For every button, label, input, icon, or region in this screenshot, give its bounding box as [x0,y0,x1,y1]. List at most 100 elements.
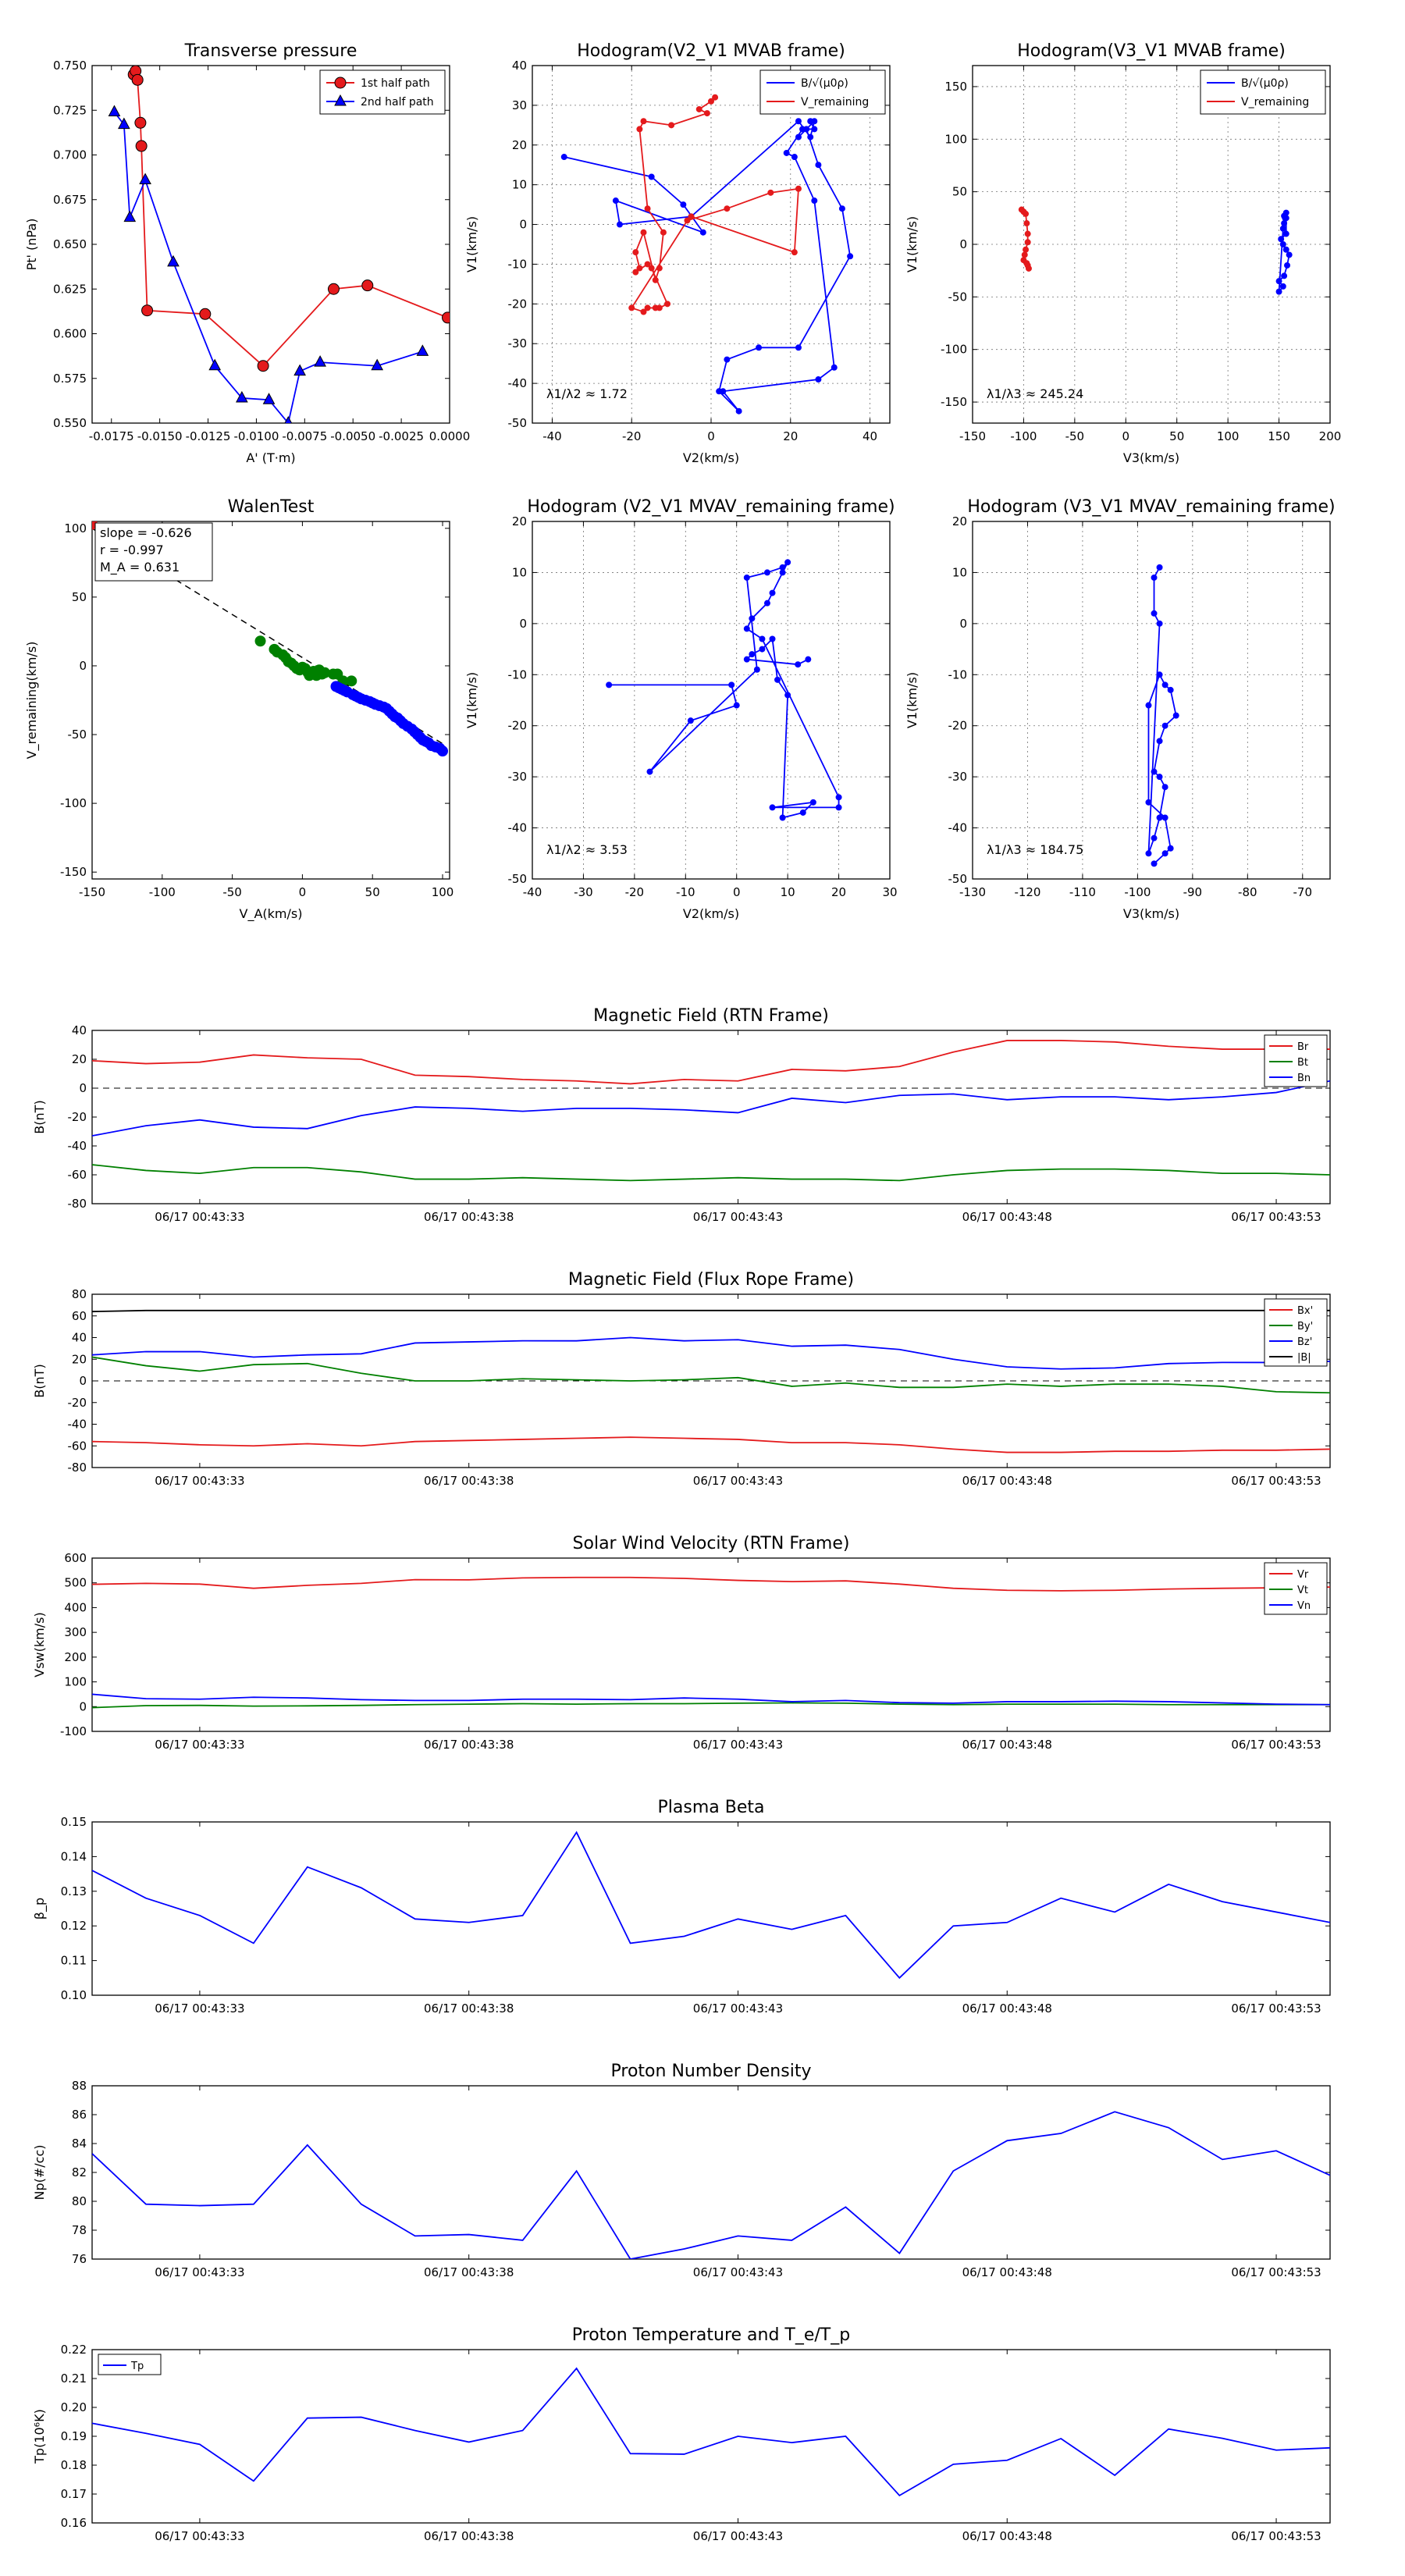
h2-s1-point-6 [1023,246,1030,253]
vel-series-Vt-line [92,1702,1330,1709]
tp-legend-s0-point-0 [334,76,347,89]
h2-xlabel: V3(km/s) [1123,450,1179,465]
h1-s1-point-25 [767,189,774,196]
h1-s1-point-2 [695,105,702,112]
tp-legend-s1-point-0 [334,94,347,106]
tpt-x-tick-label: 06/17 00:43:53 [1231,2529,1321,2543]
vel-y-tick-label: 300 [64,1625,87,1639]
h3-s0-point-23 [774,676,781,683]
walen-x-tick-label: 0 [299,885,307,899]
h3-ylabel: V1(km/s) [464,672,479,728]
rtn-panel: 06/17 00:43:33 06/17 00:43:38 06/17 00:43:… [32,1006,1331,1224]
h4-y-tick-label: -20 [948,719,968,733]
rtn-x-tick-label: 06/17 00:43:38 [424,1210,514,1224]
h3-s0-point-25 [759,646,766,653]
h3-s0-point-21 [779,814,786,821]
tp-ylabel: Pt' (nPa) [24,219,39,271]
tp-s1-point-4 [167,254,180,267]
h1-s1-point-17 [664,301,671,308]
flux-legend-label-3: |B| [1297,1352,1311,1364]
h4-s0-point-5 [1145,702,1152,709]
tp-y-tick-label: 0.600 [53,327,87,341]
beta-panel: 06/17 00:43:33 06/17 00:43:38 06/17 00:43:… [32,1798,1331,2016]
vel-x-tick-label: 06/17 00:43:33 [155,1738,244,1752]
h3-s0-point-24 [769,635,776,642]
h1-legend-label-1: V_remaining [801,96,869,109]
tpt-y-tick-label: 0.22 [61,2343,87,2357]
h2-s0-point-12 [1278,236,1285,243]
h3-s0-point-2 [733,702,740,709]
beta-x-tick-label: 06/17 00:43:48 [962,2001,1052,2016]
rtn-series-Bn-line [92,1080,1330,1137]
flux-y-tick-label: -80 [68,1461,87,1475]
walen-y-tick-label: 50 [72,590,87,604]
h1-y-tick-label: 30 [512,98,527,112]
flux-legend-label-2: Bz' [1297,1336,1312,1348]
tp-s1-point-5 [208,358,222,371]
tp-y-tick-label: 0.625 [53,282,87,296]
rtn-legend-label-1: Bt [1297,1057,1308,1069]
tpt-legend-label-0: Tp [130,2361,144,2372]
h1-s0-point-16 [756,344,763,351]
h2-s1-point-3 [1023,220,1030,227]
walen-xlabel: V_A(km/s) [240,906,303,922]
vel-y-tick-label: 600 [64,1551,87,1565]
h4-s0-point-2 [1167,845,1174,852]
h4-y-tick-label: -40 [948,821,968,835]
walen-y-tick-label: -50 [68,728,87,742]
h2-x-tick-label: -50 [1065,429,1085,443]
vel-x-tick-label: 06/17 00:43:53 [1231,1738,1321,1752]
tp-y-tick-label: 0.725 [53,103,87,117]
h3-s0-point-19 [809,799,816,806]
flux-y-tick-label: 60 [72,1309,87,1323]
h2-legend-box [1200,69,1326,115]
np-title: Proton Number Density [611,2062,812,2081]
h2-s1-point-11 [1025,265,1032,272]
vel-y-tick-label: 0 [79,1699,87,1713]
h4-y-tick-label: 0 [959,617,967,631]
h4-x-tick-label: -130 [959,885,986,899]
vel-y-tick-label: 400 [64,1600,87,1614]
h1-s0-point-19 [735,407,742,415]
h2-s0-point-3 [1279,225,1286,232]
h3-s0-point-5 [753,666,760,673]
h2-legend-label-0: B/√(μ0ρ) [1241,77,1289,90]
vel-y-tick-label: -100 [60,1724,87,1738]
h1-s0-point-24 [791,154,798,161]
h1-x-tick-label: 40 [863,429,877,443]
tp-s1-point-0 [108,105,121,117]
np-x-tick-label: 06/17 00:43:38 [424,2265,514,2279]
h1-s1-point-22 [628,304,635,311]
h4-annotation: λ1/λ3 ≈ 184.75 [987,842,1083,857]
flux-y-tick-label: 20 [72,1352,87,1366]
h1-x-tick-label: 0 [707,429,715,443]
h4-s0-point-4 [1145,799,1152,806]
h3-x-tick-label: -40 [523,885,542,899]
h1-s0-point-28 [807,118,814,125]
rtn-y-tick-label: -20 [68,1110,87,1124]
h1-s0-point-14 [847,253,854,260]
h4-s0-point-16 [1151,834,1158,841]
h4-s0-point-13 [1156,774,1163,781]
tpt-ylabel: Tp(10⁶K) [32,2409,47,2464]
h1-s1-point-15 [644,261,651,268]
np-y-tick-label: 88 [72,2079,87,2093]
h1-s1-point-3 [703,110,710,117]
walen-frame [91,521,450,880]
h3-s0-point-1 [728,681,735,688]
h4-s0-point-17 [1145,850,1152,857]
h2-s1-point-2 [1023,210,1030,217]
vel-frame [91,1557,1331,1732]
h1-x-tick-label: 20 [783,429,798,443]
walen-s2-point-33 [437,745,449,757]
walen-y-tick-label: 100 [64,521,87,535]
tp-chart: -0.0175 -0.0150 -0.0125 -0.0100 -0.0075 -0.00… [24,41,470,465]
flux-y-tick-label: 40 [72,1331,87,1345]
tpt-y-tick-label: 0.18 [61,2458,87,2472]
tp-x-tick-label: -0.0150 [137,429,183,443]
tp-plot-area [108,66,450,423]
h2-x-tick-label: 0 [1122,429,1130,443]
h3-y-tick-label: -30 [508,770,528,784]
h3-xlabel: V2(km/s) [683,906,739,921]
h3-x-tick-label: 10 [781,885,795,899]
